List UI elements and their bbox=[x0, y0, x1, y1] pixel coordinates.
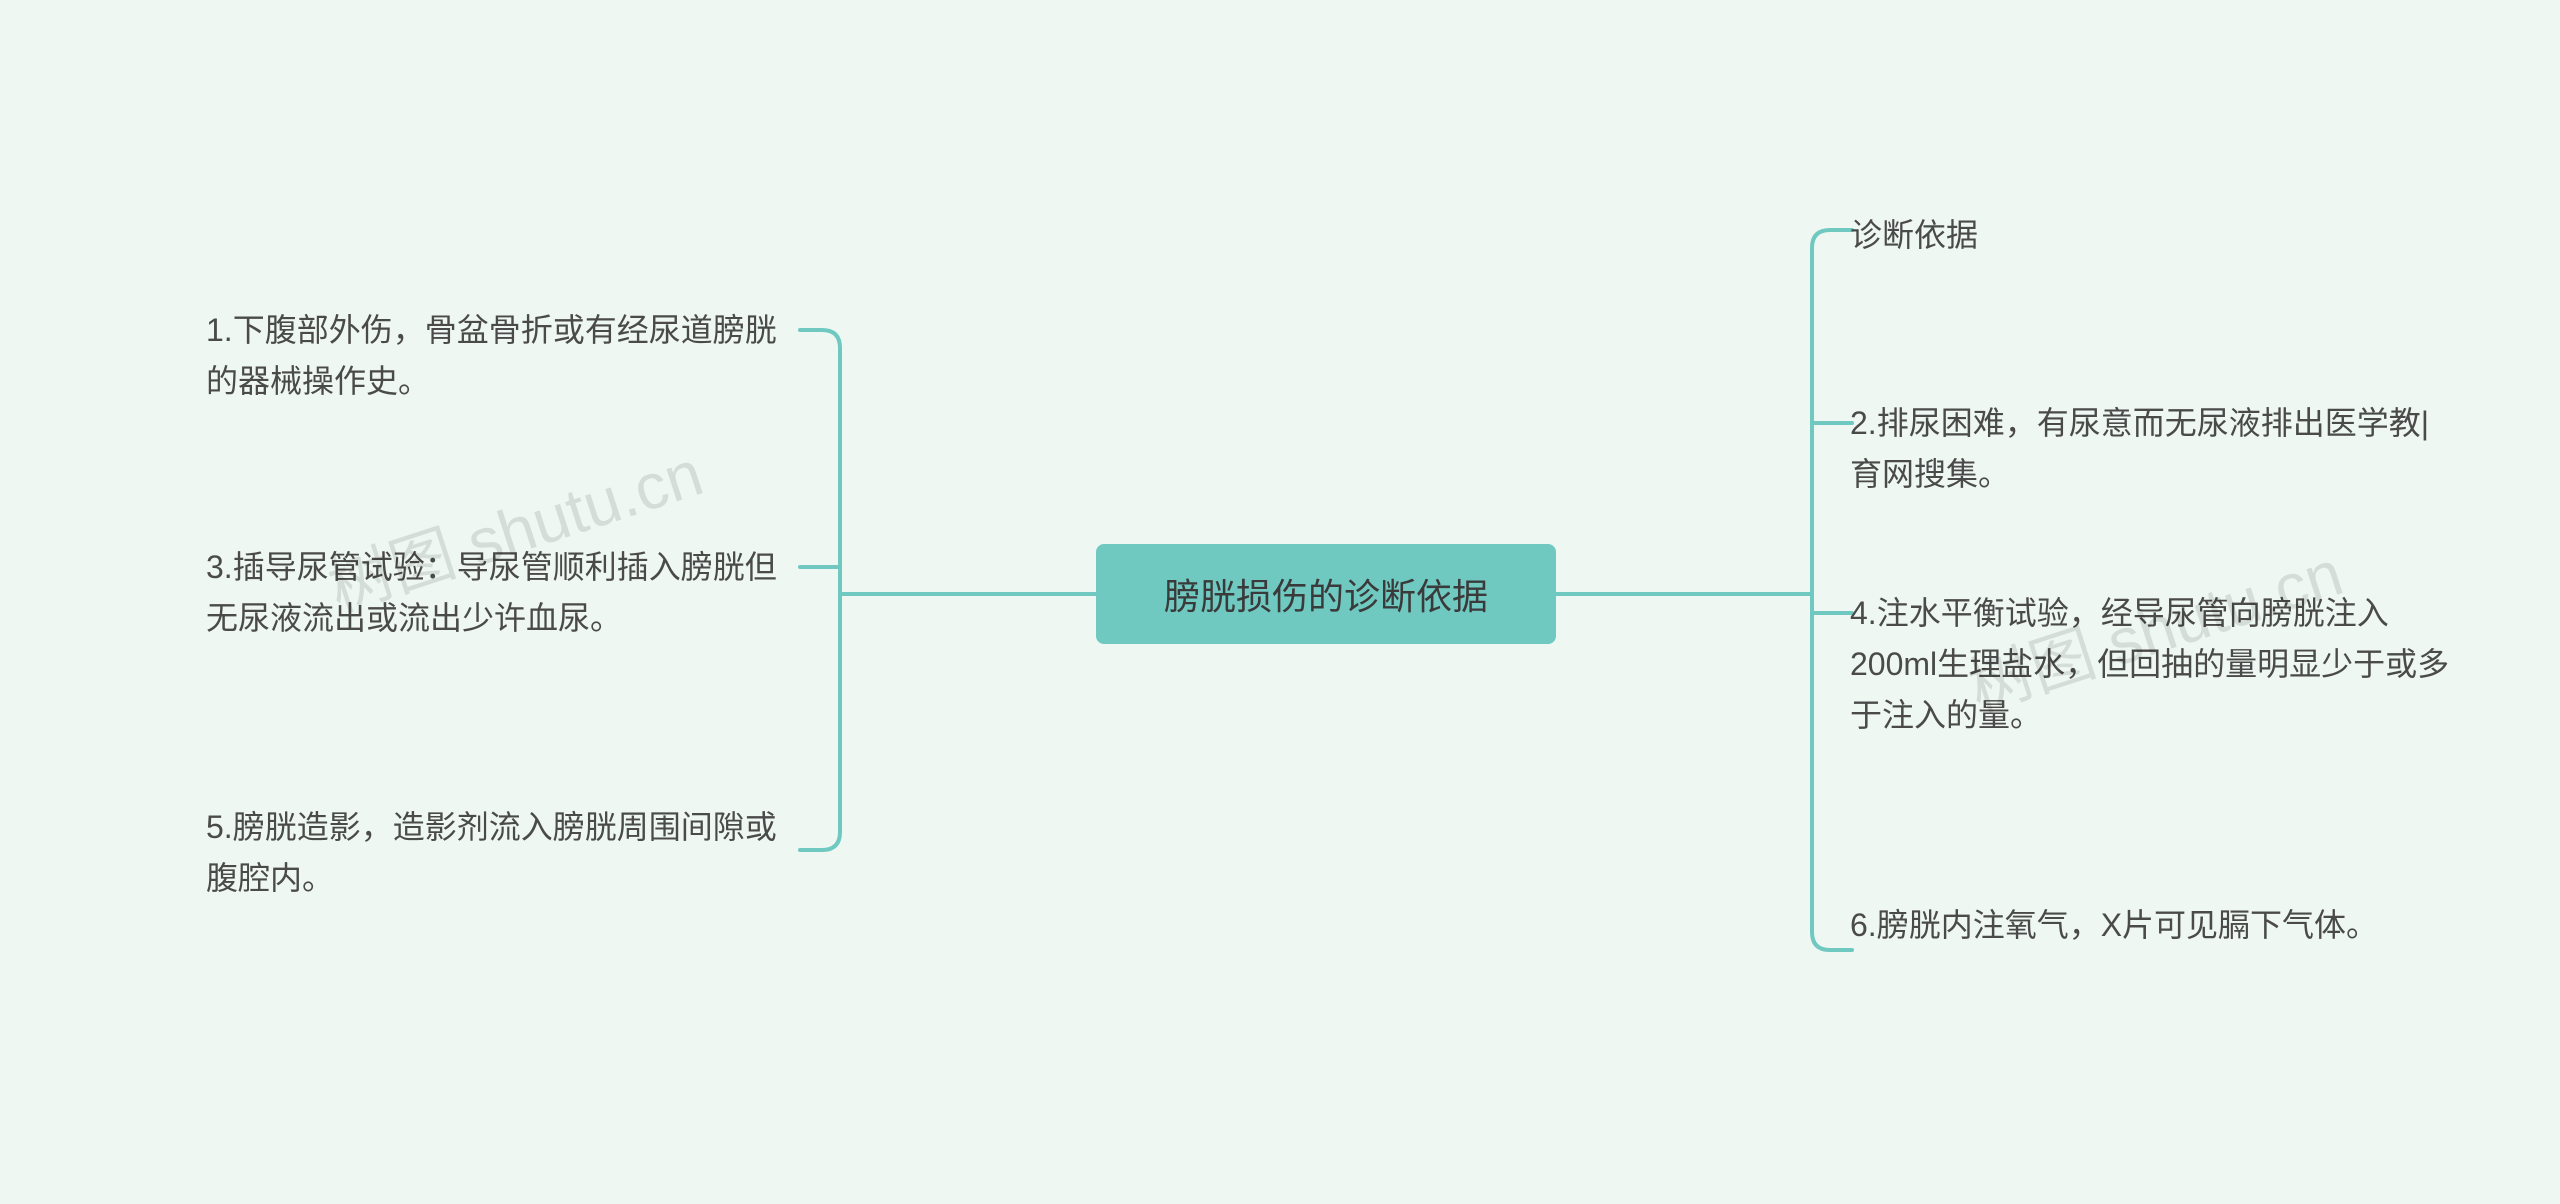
center-node-label: 膀胱损伤的诊断依据 bbox=[1164, 568, 1488, 620]
right-leaf-1: 诊断依据 bbox=[1850, 210, 2450, 261]
left-leaf-1: 1.下腹部外伤，骨盆骨折或有经尿道膀胱的器械操作史。 bbox=[206, 305, 806, 407]
center-node: 膀胱损伤的诊断依据 bbox=[1096, 544, 1556, 644]
left-leaf-3: 5.膀胱造影，造影剂流入膀胱周围间隙或腹腔内。 bbox=[206, 802, 806, 904]
right-leaf-2: 2.排尿困难，有尿意而无尿液排出医学教|育网搜集。 bbox=[1850, 398, 2450, 500]
right-leaf-3: 4.注水平衡试验，经导尿管向膀胱注入200ml生理盐水，但回抽的量明显少于或多于… bbox=[1850, 588, 2450, 742]
mindmap-canvas: 膀胱损伤的诊断依据 1.下腹部外伤，骨盆骨折或有经尿道膀胱的器械操作史。 3.插… bbox=[0, 0, 2560, 1204]
left-leaf-2: 3.插导尿管试验：导尿管顺利插入膀胱但无尿液流出或流出少许血尿。 bbox=[206, 542, 806, 644]
right-leaf-4: 6.膀胱内注氧气，X片可见膈下气体。 bbox=[1850, 900, 2450, 951]
